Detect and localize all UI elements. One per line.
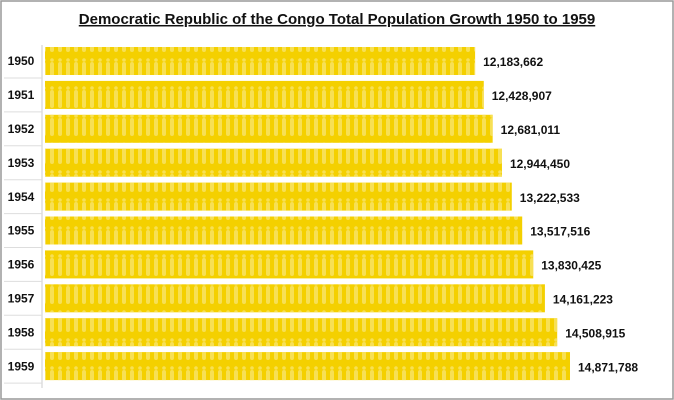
bar-pattern — [45, 250, 534, 279]
bar-pattern — [45, 318, 558, 347]
data-label: 14,871,788 — [578, 360, 638, 374]
y-tick-label: 1951 — [8, 88, 35, 102]
y-tick-label: 1958 — [8, 325, 35, 339]
chart-title: Democratic Republic of the Congo Total P… — [79, 11, 595, 28]
bar-pattern — [45, 47, 476, 75]
y-tick-label: 1959 — [8, 359, 35, 373]
bar-pattern — [45, 352, 570, 381]
y-tick-label: 1953 — [8, 156, 35, 170]
data-label: 12,944,450 — [510, 157, 570, 171]
data-label: 12,428,907 — [492, 89, 552, 103]
y-tick-label: 1952 — [8, 122, 35, 136]
data-label: 14,161,223 — [553, 292, 613, 306]
data-label: 14,508,915 — [565, 326, 625, 340]
y-tick-label: 1955 — [8, 224, 35, 238]
y-tick-label: 1950 — [8, 54, 35, 68]
bar-pattern — [45, 148, 502, 177]
y-tick-label: 1957 — [8, 291, 35, 305]
bar-pattern — [45, 284, 545, 313]
bar-pattern — [45, 216, 523, 245]
bar-pattern — [45, 114, 493, 143]
data-label: 13,830,425 — [541, 259, 601, 273]
bar-pattern — [45, 80, 484, 109]
y-tick-label: 1954 — [8, 190, 35, 204]
y-tick-label: 1956 — [8, 258, 35, 272]
data-label: 13,517,516 — [530, 225, 590, 239]
data-label: 12,183,662 — [483, 55, 543, 69]
data-label: 12,681,011 — [501, 123, 561, 137]
bar-pattern — [45, 182, 512, 211]
data-label: 13,222,533 — [520, 191, 580, 205]
